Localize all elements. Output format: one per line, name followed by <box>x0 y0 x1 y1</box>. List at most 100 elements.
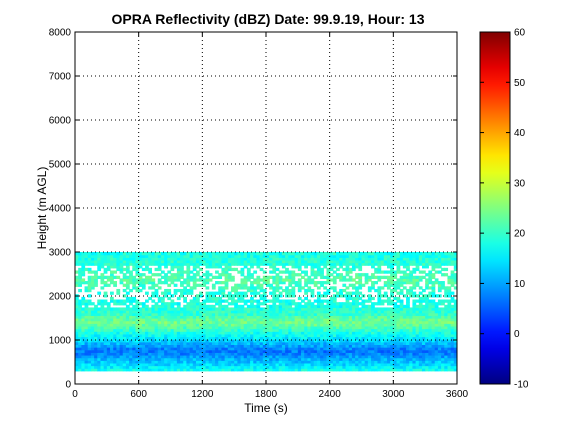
heatmap-cell <box>281 254 286 258</box>
heatmap-cell <box>301 304 305 309</box>
heatmap-cell <box>441 302 445 306</box>
heatmap-cell <box>173 254 178 258</box>
heatmap-cell <box>90 270 95 274</box>
heatmap-cell <box>380 357 385 361</box>
heatmap-cell <box>307 360 312 364</box>
heatmap-cell <box>291 299 296 303</box>
heatmap-cell <box>288 257 293 261</box>
heatmap-cell <box>278 254 283 258</box>
heatmap-cell <box>301 360 305 364</box>
heatmap-cell <box>75 315 79 319</box>
heatmap-cell <box>154 307 159 311</box>
heatmap-cell <box>135 365 140 369</box>
heatmap-cell <box>189 259 194 264</box>
heatmap-cell <box>157 368 162 372</box>
heatmap-cell <box>390 273 394 277</box>
heatmap-cell <box>237 259 242 264</box>
heatmap-cell <box>256 365 261 369</box>
heatmap-cell <box>313 259 318 264</box>
heatmap-cell <box>450 257 455 261</box>
heatmap-cell <box>374 344 379 348</box>
heatmap-cell <box>218 339 223 343</box>
heatmap-cell <box>374 270 379 274</box>
heatmap-cell <box>269 275 273 279</box>
heatmap-cell <box>208 365 213 369</box>
heatmap-cell <box>189 304 194 309</box>
heatmap-cell <box>138 254 143 258</box>
heatmap-cell <box>412 336 417 340</box>
heatmap-cell <box>386 344 391 348</box>
heatmap-cell <box>288 262 293 266</box>
heatmap-cell <box>380 299 385 303</box>
heatmap-cell <box>151 278 156 282</box>
heatmap-cell <box>157 360 162 364</box>
heatmap-cell <box>418 304 423 309</box>
heatmap-cell <box>199 267 203 272</box>
heatmap-cell <box>132 299 137 303</box>
heatmap-cell <box>230 344 235 348</box>
heatmap-cell <box>377 288 382 293</box>
heatmap-cell <box>297 357 302 361</box>
heatmap-cell <box>437 270 442 274</box>
heatmap-cell <box>364 281 369 285</box>
heatmap-cell <box>215 307 219 311</box>
heatmap-cell <box>316 362 321 367</box>
heatmap-cell <box>81 368 86 372</box>
heatmap-cell <box>180 344 184 348</box>
heatmap-cell <box>170 368 175 372</box>
heatmap-cell <box>434 360 439 364</box>
heatmap-cell <box>364 259 369 264</box>
heatmap-cell <box>393 365 398 369</box>
heatmap-cell <box>415 320 420 324</box>
heatmap-cell <box>348 360 353 364</box>
heatmap-cell <box>78 273 82 277</box>
heatmap-cell <box>151 294 156 298</box>
heatmap-cell <box>437 349 442 353</box>
heatmap-cell <box>374 357 379 361</box>
heatmap-cell <box>218 349 223 353</box>
heatmap-cell <box>240 267 245 272</box>
heatmap-cell <box>447 368 452 372</box>
heatmap-cell <box>243 320 248 324</box>
heatmap-cell <box>399 344 404 348</box>
heatmap-cell <box>116 265 121 269</box>
heatmap-cell <box>336 360 340 364</box>
heatmap-cell <box>329 252 334 256</box>
heatmap-cell <box>243 347 248 351</box>
heatmap-cell <box>183 307 188 311</box>
heatmap-cell <box>326 365 331 369</box>
heatmap-cell <box>113 270 117 274</box>
heatmap-cell <box>396 304 401 309</box>
heatmap-cell <box>202 354 207 359</box>
heatmap-cell <box>339 254 343 258</box>
heatmap-cell <box>345 352 350 356</box>
heatmap-cell <box>240 318 245 322</box>
heatmap-cell <box>218 304 223 309</box>
heatmap-cell <box>211 296 216 301</box>
heatmap-cell <box>78 262 82 266</box>
heatmap-cell <box>361 312 366 316</box>
heatmap-cell <box>129 259 133 264</box>
heatmap-cell <box>336 312 340 316</box>
heatmap-cell <box>164 331 168 335</box>
heatmap-cell <box>272 347 277 351</box>
heatmap-cell <box>339 339 343 343</box>
heatmap-cell <box>113 368 117 372</box>
heatmap-cell <box>116 368 121 372</box>
heatmap-cell <box>145 349 149 353</box>
heatmap-cell <box>262 352 267 356</box>
heatmap-cell <box>90 318 95 322</box>
heatmap-cell <box>81 357 86 361</box>
heatmap-cell <box>90 365 95 369</box>
heatmap-cell <box>215 333 219 338</box>
heatmap-cell <box>253 331 258 335</box>
heatmap-cell <box>218 341 223 345</box>
heatmap-cell <box>339 320 343 324</box>
heatmap-cell <box>386 259 391 264</box>
heatmap-cell <box>97 331 102 335</box>
heatmap-cell <box>240 278 245 282</box>
heatmap-cell <box>393 349 398 353</box>
heatmap-cell <box>437 254 442 258</box>
heatmap-cell <box>84 257 89 261</box>
heatmap-cell <box>129 281 133 285</box>
